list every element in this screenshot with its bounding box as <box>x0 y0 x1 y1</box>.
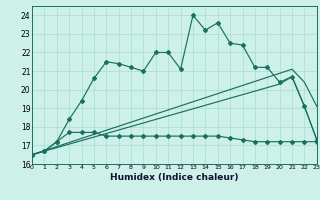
X-axis label: Humidex (Indice chaleur): Humidex (Indice chaleur) <box>110 173 239 182</box>
